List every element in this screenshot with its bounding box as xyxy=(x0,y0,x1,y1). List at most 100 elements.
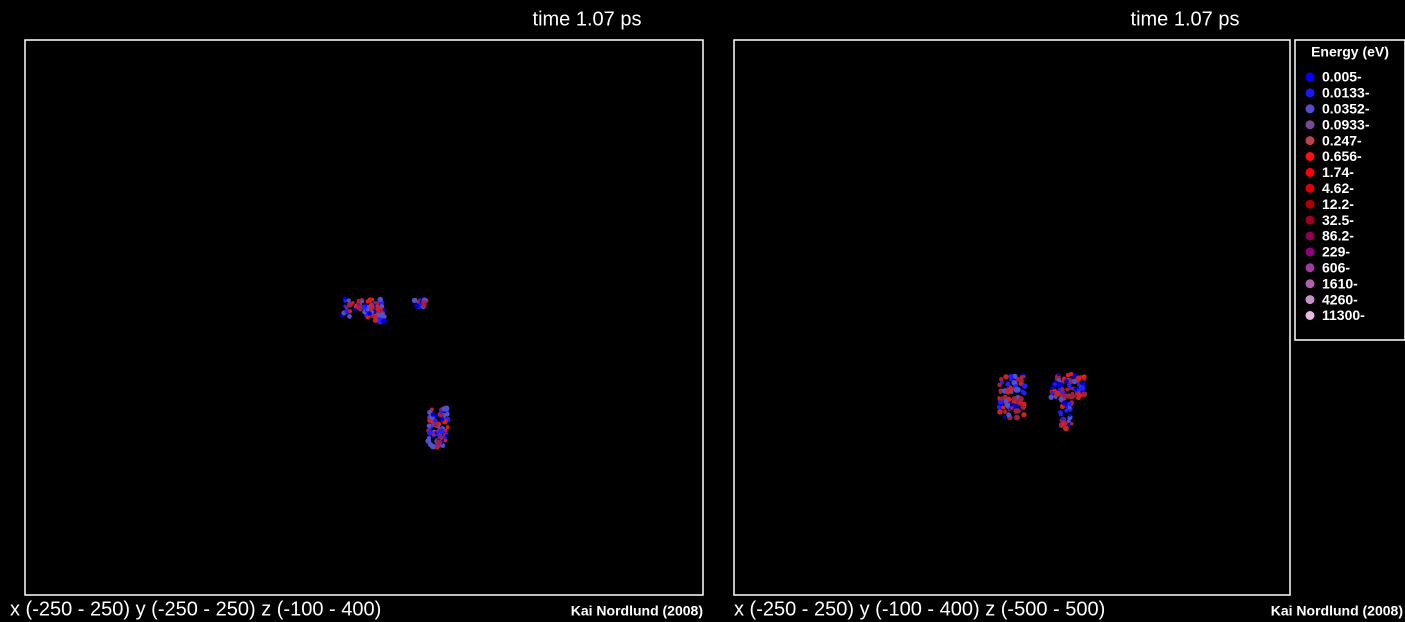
atom xyxy=(412,298,417,303)
atom xyxy=(421,300,426,305)
legend-label: 4260- xyxy=(1322,291,1358,307)
atom xyxy=(1064,409,1068,413)
legend-swatch xyxy=(1306,88,1315,97)
atom xyxy=(414,303,419,308)
atom xyxy=(1003,410,1007,414)
legend-label: 0.0352- xyxy=(1322,101,1370,117)
atom xyxy=(436,440,442,446)
atom xyxy=(1080,385,1086,391)
atom xyxy=(433,422,438,427)
atom xyxy=(1009,378,1012,381)
legend-swatch xyxy=(1306,168,1315,177)
atom xyxy=(366,299,371,304)
panel-frame xyxy=(734,40,1290,595)
atom xyxy=(1021,412,1026,417)
atom xyxy=(367,311,372,316)
atom xyxy=(1077,383,1081,387)
legend-label: 32.5- xyxy=(1322,212,1354,228)
legend-label: 229- xyxy=(1322,244,1350,260)
atom xyxy=(1063,426,1069,432)
atom xyxy=(1057,378,1061,382)
atom xyxy=(431,413,435,417)
atom xyxy=(1014,387,1020,393)
atom xyxy=(1010,387,1014,391)
legend-swatch xyxy=(1306,232,1315,241)
atom xyxy=(1068,416,1072,420)
atom xyxy=(1022,375,1026,379)
legend-label: 4.62- xyxy=(1322,180,1354,196)
legend-swatch xyxy=(1306,279,1315,288)
atom xyxy=(427,423,432,428)
atom xyxy=(1082,374,1087,379)
atom xyxy=(357,299,361,303)
atom xyxy=(1003,374,1008,379)
atom xyxy=(1053,383,1056,386)
atom xyxy=(381,318,387,324)
atom xyxy=(1065,388,1069,392)
atom xyxy=(347,314,352,319)
atom xyxy=(1006,389,1011,394)
range-label: x (-250 - 250) y (-100 - 400) z (-500 - … xyxy=(734,598,1105,620)
atom xyxy=(1014,415,1020,421)
atom xyxy=(997,405,1001,409)
atom xyxy=(999,377,1003,381)
legend-label: 0.0933- xyxy=(1322,116,1370,132)
legend-swatch xyxy=(1306,136,1315,145)
atom xyxy=(357,305,363,311)
atom xyxy=(427,431,431,435)
atom xyxy=(445,412,450,417)
legend-swatch xyxy=(1306,73,1315,82)
atom xyxy=(1071,392,1074,395)
legend-label: 1.74- xyxy=(1322,164,1354,180)
legend-swatch xyxy=(1306,247,1315,256)
atom xyxy=(348,309,352,313)
atom xyxy=(1061,417,1065,421)
atom xyxy=(1064,379,1069,384)
atom xyxy=(1022,383,1028,389)
legend-swatch xyxy=(1306,263,1315,272)
scene: time 1.07 ps time 1.07 ps x (-250 - 250)… xyxy=(0,0,1405,622)
legend-swatch xyxy=(1306,184,1315,193)
atom xyxy=(1058,388,1061,391)
legend-label: 12.2- xyxy=(1322,196,1354,212)
atom xyxy=(1067,402,1072,407)
panel-title: time 1.07 ps xyxy=(533,8,642,30)
legend-swatch xyxy=(1306,216,1315,225)
atom xyxy=(1018,396,1024,402)
atom xyxy=(360,299,364,303)
atom xyxy=(1010,406,1014,410)
panel-frame xyxy=(25,40,703,595)
atom xyxy=(373,318,378,323)
atom xyxy=(1062,400,1068,406)
atom xyxy=(1070,422,1074,426)
legend-swatch xyxy=(1306,104,1315,113)
atom xyxy=(366,308,369,311)
atom xyxy=(1016,408,1021,413)
atom xyxy=(999,391,1002,394)
atom xyxy=(1012,396,1017,401)
atom xyxy=(370,297,374,301)
atom xyxy=(1068,413,1071,416)
atom xyxy=(432,433,436,437)
atom xyxy=(1001,405,1005,409)
legend-label: 0.656- xyxy=(1322,148,1362,164)
atom xyxy=(1061,421,1066,426)
atom xyxy=(1005,382,1010,387)
legend-label: 1610- xyxy=(1322,275,1358,291)
atom xyxy=(1059,397,1064,402)
atom xyxy=(1022,402,1026,406)
atom xyxy=(440,417,444,421)
atoms xyxy=(340,297,1087,450)
atom xyxy=(1059,412,1063,416)
atom xyxy=(1051,391,1055,395)
atom xyxy=(1069,372,1073,376)
atom xyxy=(446,425,450,429)
legend-label: 0.247- xyxy=(1322,132,1362,148)
legend-swatch xyxy=(1306,152,1315,161)
credit: Kai Nordlund (2008) xyxy=(571,603,703,619)
legend-label: 0.0133- xyxy=(1322,85,1370,101)
atom xyxy=(379,312,385,318)
legend-title: Energy (eV) xyxy=(1311,44,1389,60)
atom xyxy=(1022,391,1027,396)
atom xyxy=(1072,379,1077,384)
